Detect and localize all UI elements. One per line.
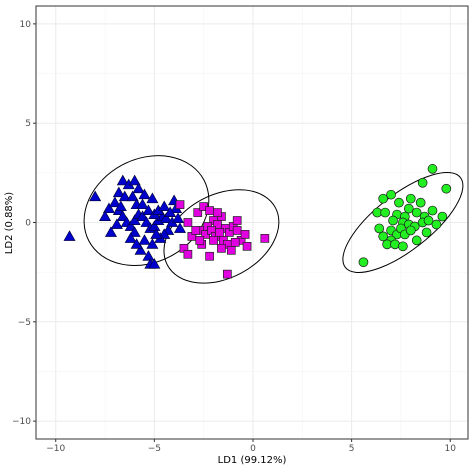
x-tick-label: 10 (445, 444, 457, 454)
circle-point (398, 241, 408, 252)
square-point (175, 200, 185, 209)
triangle-point (116, 210, 129, 221)
triangle-point (148, 220, 161, 231)
triangle-point (110, 218, 123, 229)
square-point (260, 234, 270, 243)
circle-point (411, 207, 422, 218)
triangle-point (89, 190, 102, 202)
circle-point (378, 193, 389, 204)
triangle-point (160, 212, 173, 223)
triangle-point (116, 174, 129, 186)
x-tick-label: 5 (349, 444, 355, 454)
circle-point (417, 177, 428, 188)
y-tick-label: −5 (18, 318, 31, 328)
square-point (217, 243, 226, 253)
triangle-point (138, 234, 151, 245)
triangle-point (102, 202, 116, 214)
triangle-point (158, 200, 171, 212)
triangle-point (118, 190, 131, 202)
x-tick-label: −10 (46, 444, 65, 454)
triangle-point (128, 174, 141, 186)
circle-point (441, 183, 452, 194)
square-point (193, 208, 203, 217)
triangle-point (138, 188, 151, 200)
group-ellipse (163, 189, 280, 284)
triangle-point (126, 190, 139, 202)
triangle-point (142, 204, 155, 216)
square-point (213, 208, 222, 217)
square-point (232, 226, 242, 235)
circle-point (378, 231, 389, 242)
circle-point (374, 223, 385, 234)
circle-point (411, 235, 422, 246)
circle-point (390, 239, 400, 250)
triangle-point (108, 196, 121, 208)
circle-point (405, 225, 416, 236)
square-point (205, 251, 214, 261)
circle-point (388, 215, 398, 226)
circle-point (427, 205, 438, 216)
y-tick-label: 10 (20, 20, 32, 30)
triangle-point (63, 230, 76, 241)
triangle-point (172, 212, 185, 223)
circle-point (386, 189, 396, 200)
y-tick-label: −10 (12, 417, 31, 427)
circle-point (423, 215, 434, 226)
triangle-point (142, 250, 155, 261)
group-ellipse (83, 155, 210, 266)
circle-point (405, 193, 416, 204)
square-point (230, 238, 240, 247)
triangle-point (128, 226, 141, 237)
triangle-point (148, 258, 161, 269)
square-point (183, 218, 193, 227)
triangle-point (140, 216, 153, 227)
circle-point (403, 203, 414, 214)
points-layer (63, 164, 452, 279)
circle-point (431, 219, 442, 230)
plot-panel (35, 5, 469, 440)
square-point (222, 269, 232, 279)
y-tick-label: 5 (25, 119, 31, 129)
triangle-point (124, 220, 137, 231)
triangle-point (173, 222, 187, 233)
x-tick-label: 0 (250, 444, 256, 454)
square-point (240, 230, 250, 239)
circle-point (358, 257, 369, 268)
triangle-point (99, 210, 112, 221)
triangle-point (146, 192, 159, 204)
triangle-point (114, 200, 127, 212)
square-point (195, 236, 205, 245)
y-axis-title: LD2 (0.88%) (4, 192, 15, 254)
triangle-point (150, 228, 163, 239)
square-point (226, 245, 236, 255)
circle-point (437, 211, 448, 222)
square-point (191, 226, 201, 235)
square-point (242, 241, 252, 251)
square-point (183, 249, 193, 259)
x-axis-title: LD1 (99.12%) (218, 455, 287, 466)
square-point (209, 236, 218, 245)
triangle-point (112, 186, 125, 198)
triangle-point (124, 232, 137, 243)
square-point (215, 228, 224, 237)
circle-point (421, 227, 432, 238)
triangle-point (132, 182, 145, 194)
circle-point (394, 197, 404, 208)
square-point (232, 216, 242, 225)
axes-layer: −10 −5 0 5 10 −10 −5 0 5 10 (12, 20, 456, 454)
y-tick-label: 0 (25, 219, 31, 229)
triangle-point (136, 198, 149, 210)
triangle-point (134, 244, 147, 255)
circle-point (380, 207, 391, 218)
circle-point (427, 164, 438, 174)
circle-point (415, 197, 426, 208)
x-tick-label: −5 (148, 444, 161, 454)
triangle-point (136, 210, 149, 221)
triangle-point (104, 226, 117, 237)
square-point (205, 206, 214, 215)
triangle-point (164, 206, 177, 217)
